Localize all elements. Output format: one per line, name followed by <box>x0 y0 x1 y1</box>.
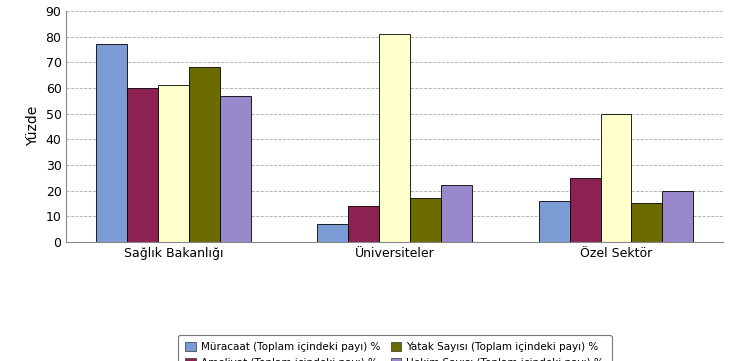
Bar <box>127 88 158 242</box>
Bar <box>410 198 441 242</box>
Bar <box>189 67 220 242</box>
Bar <box>379 34 410 242</box>
Bar <box>601 113 632 242</box>
Bar <box>158 85 189 242</box>
Bar <box>441 186 472 242</box>
Bar <box>348 206 379 242</box>
Bar <box>220 96 251 242</box>
Bar <box>570 178 601 242</box>
Bar <box>663 191 694 242</box>
Y-axis label: Yüzde: Yüzde <box>26 106 40 147</box>
Bar <box>632 203 663 242</box>
Legend: Müracaat (Toplam içindeki payı) %, Ameliyat (Toplam içindeki payı) %, Doluluk Or: Müracaat (Toplam içindeki payı) %, Ameli… <box>178 335 612 361</box>
Bar <box>96 44 127 242</box>
Bar <box>539 201 570 242</box>
Bar <box>317 224 348 242</box>
